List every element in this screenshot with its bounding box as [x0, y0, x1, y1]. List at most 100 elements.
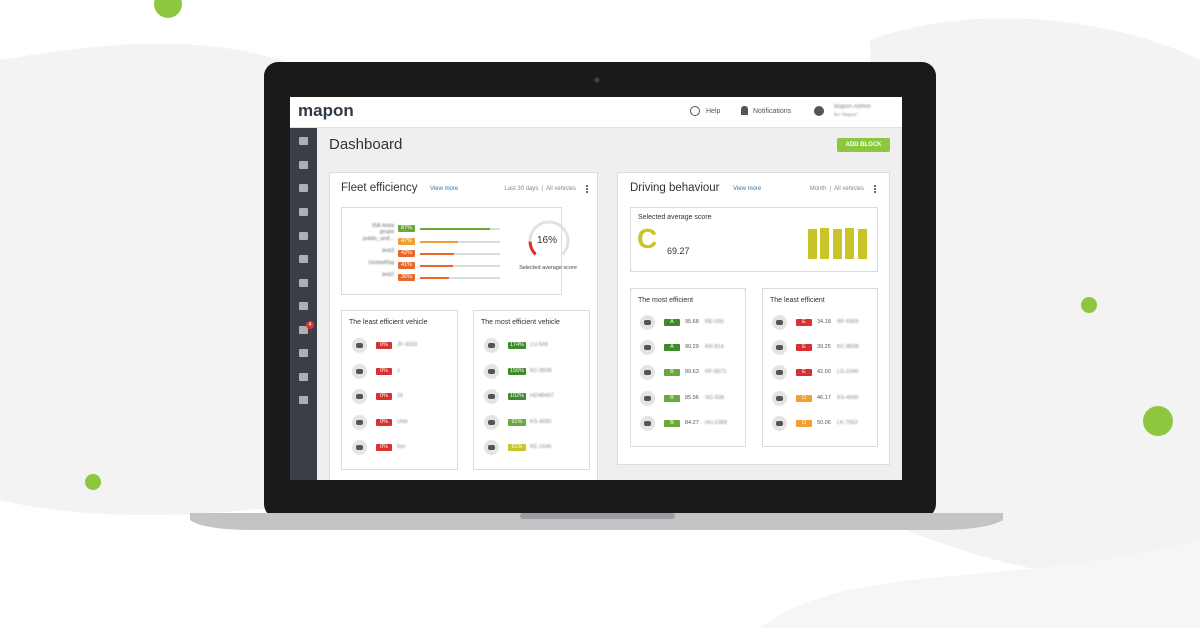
score-title: Selected average score [638, 214, 712, 221]
help-icon[interactable] [690, 106, 700, 116]
nav-icon[interactable] [299, 184, 308, 192]
filter-period: Month [809, 186, 827, 192]
menu-dots[interactable] [586, 185, 588, 193]
vehicle-icon [640, 365, 655, 380]
group-name: test3 [382, 248, 394, 254]
efficiency-badge: 174% [508, 342, 526, 349]
nav-icon[interactable] [299, 232, 308, 240]
vehicle-name[interactable]: HU-2389 [705, 420, 728, 426]
nav-icon[interactable] [299, 208, 308, 216]
vehicle-icon [772, 416, 787, 431]
score-trend-bar [820, 228, 830, 259]
vehicle-icon [772, 340, 787, 355]
vehicle-name[interactable]: KS-4690 [837, 395, 859, 401]
notifications-link[interactable]: Notifications [753, 108, 792, 115]
group-bar [420, 228, 490, 230]
efficiency-badge: 0% [376, 444, 392, 451]
driver-score: 50.06 [817, 420, 831, 426]
nav-icon[interactable] [299, 161, 308, 169]
efficiency-badge: 0% [376, 342, 392, 349]
vehicle-icon [640, 391, 655, 406]
efficiency-badge: 156% [508, 368, 526, 375]
driver-score: 95.68 [685, 319, 699, 325]
vehicle-name[interactable]: 1 [397, 368, 401, 374]
driver-score: 90.29 [685, 344, 699, 350]
vehicle-icon [772, 315, 787, 330]
add-block-button[interactable]: ADD BLOCK [837, 138, 890, 152]
grade-badge: E [796, 344, 812, 351]
driver-score: 85.96 [685, 395, 699, 401]
vehicle-icon [352, 440, 367, 455]
vehicle-icon [352, 415, 367, 430]
vehicle-name[interactable]: RF-6569 [837, 319, 859, 325]
nav-icon[interactable] [299, 279, 308, 287]
efficiency-badge: 0% [376, 368, 392, 375]
bell-icon[interactable] [741, 106, 748, 115]
group-name: test2 [382, 272, 394, 278]
vehicle-name[interactable]: 16 [397, 393, 404, 399]
vehicle-icon [352, 389, 367, 404]
driver-score: 39.25 [817, 344, 831, 350]
nav-icon[interactable] [299, 137, 308, 145]
card-title: Fleet efficiency [341, 182, 418, 194]
vehicle-name[interactable]: LK-7552 [837, 420, 858, 426]
driver-score: 84.27 [685, 420, 699, 426]
vehicle-icon [352, 364, 367, 379]
vehicle-name[interactable]: Ilze [397, 444, 406, 450]
vehicle-name[interactable]: KC-8508 [837, 344, 859, 350]
vehicle-name[interactable]: KR-814 [705, 344, 724, 350]
group-badge: 42% [398, 250, 415, 257]
grade-badge: E [796, 369, 812, 376]
nav-icon[interactable] [299, 326, 308, 334]
view-more-link[interactable]: View more [430, 186, 459, 192]
nav-icon[interactable] [299, 349, 308, 357]
filter-separator: | [541, 186, 543, 192]
efficiency-badge: 0% [376, 393, 392, 400]
help-link[interactable]: Help [706, 108, 721, 115]
vehicle-name[interactable]: LU-505 [530, 342, 549, 348]
group-bar [420, 241, 458, 243]
vehicle-icon [484, 440, 499, 455]
nav-icon[interactable] [299, 396, 308, 404]
vehicle-name[interactable]: RF-8571 [705, 369, 727, 375]
vehicle-name[interactable]: Ulds [397, 419, 409, 425]
group-name: public_und... [362, 236, 394, 242]
gauge [528, 220, 570, 256]
vehicle-icon [772, 365, 787, 380]
driver-score: 46.17 [817, 395, 831, 401]
view-more-link[interactable]: View more [733, 186, 762, 192]
gauge-value [528, 241, 537, 256]
card-filter[interactable]: Month | All vehicles [810, 186, 864, 192]
vehicle-name[interactable]: LG-2340 [837, 369, 859, 375]
vehicle-name[interactable]: RE-030 [705, 319, 724, 325]
group-badge: 41% [398, 262, 415, 269]
page-title: Dashboard [329, 136, 403, 153]
list-title: The least efficient [770, 297, 825, 304]
vehicle-name[interactable]: HD4B407 [530, 393, 554, 399]
group-track [420, 253, 500, 255]
card-title: Driving behaviour [630, 182, 720, 194]
vehicle-icon [484, 338, 499, 353]
nav-icon[interactable] [299, 302, 308, 310]
menu-dots[interactable] [874, 185, 876, 193]
logo[interactable]: mapon [298, 101, 354, 120]
vehicle-name[interactable]: KC-8508 [530, 368, 552, 374]
user-name[interactable]: Mapon Admin [834, 104, 871, 110]
vehicle-name[interactable]: JF-9333 [397, 342, 418, 348]
group-badge: 87% [398, 225, 415, 232]
list-title: The most efficient vehicle [481, 319, 560, 326]
group-badge: 36% [398, 274, 415, 281]
nav-icon[interactable] [299, 373, 308, 381]
driver-score: 34.18 [817, 319, 831, 325]
vehicle-name[interactable]: KS-4690 [530, 419, 552, 425]
vehicle-name[interactable]: KE-1646 [530, 444, 552, 450]
vehicle-name[interactable]: SG-508 [705, 395, 724, 401]
group-badge: 47% [398, 238, 415, 245]
user-icon[interactable] [814, 106, 824, 116]
score-value: 69.27 [667, 246, 690, 256]
nav-icon[interactable] [299, 255, 308, 263]
card-filter[interactable]: Last 30 days | All vehicles [504, 186, 576, 192]
driver-score: 42.00 [817, 369, 831, 375]
user-company: BA "Mapon" [834, 112, 858, 117]
grade-badge: B [664, 395, 680, 402]
